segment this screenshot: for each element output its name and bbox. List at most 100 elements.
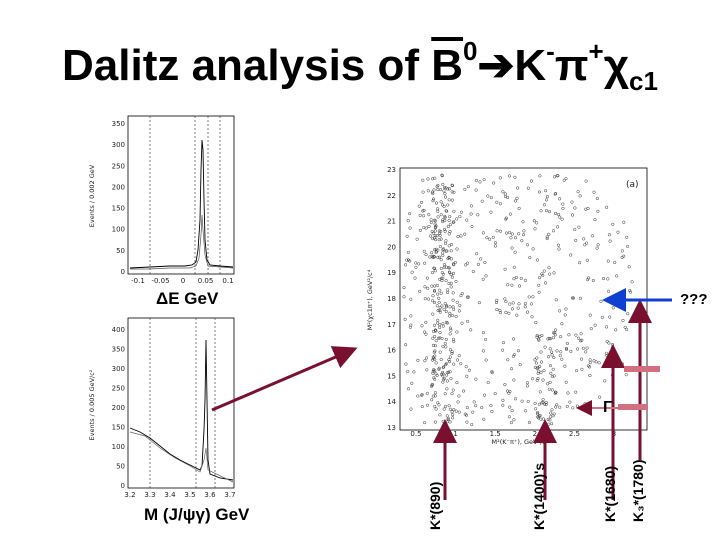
scatter-point <box>501 398 505 402</box>
scatter-point <box>628 288 632 293</box>
scatter-point <box>534 321 538 325</box>
scatter-point <box>526 399 530 404</box>
scatter-point <box>538 413 542 417</box>
scatter-point <box>431 371 435 375</box>
scatter-point <box>535 366 539 370</box>
y-tick-label: 150 <box>112 424 125 432</box>
scatter-point <box>441 182 445 186</box>
x-tick-label: 3.7 <box>224 491 235 499</box>
scatter-point <box>417 204 421 208</box>
scatter-point <box>431 336 435 340</box>
scatter-point <box>436 255 440 259</box>
scatter-point <box>452 408 456 412</box>
scatter-point <box>443 404 447 409</box>
scatter-point <box>516 349 521 353</box>
scatter-point <box>539 209 543 213</box>
scatter-point <box>443 219 447 223</box>
scatter-point <box>449 249 453 253</box>
scatter-point <box>445 321 449 325</box>
scatter-point <box>621 318 625 322</box>
scatter-point <box>408 226 412 230</box>
scatter-point <box>564 307 568 311</box>
scatter-point <box>432 255 436 259</box>
scatter-point <box>404 343 408 347</box>
scatter-point <box>433 328 438 332</box>
scatter-point <box>444 345 448 349</box>
scatter-point <box>622 220 626 224</box>
scatter-point <box>503 194 508 199</box>
scatter-point <box>508 389 512 393</box>
scatter-point <box>437 231 442 235</box>
scatter-point <box>423 261 427 265</box>
y-tick-label: 350 <box>112 346 125 354</box>
scatter-point <box>501 403 505 407</box>
scatter-point <box>551 336 555 340</box>
scatter-point <box>585 241 589 245</box>
unknown-label: ??? <box>680 291 708 308</box>
scatter-point <box>517 284 522 288</box>
scatter-point <box>449 273 453 277</box>
scatter-point <box>431 294 435 298</box>
scatter-point <box>493 392 497 396</box>
scatter-point <box>495 307 499 312</box>
scatter-point <box>465 218 469 222</box>
scatter-point <box>451 298 455 302</box>
scatter-point <box>560 217 564 221</box>
scatter-point <box>414 265 418 269</box>
scatter-point <box>439 266 443 270</box>
k890-label: K*(890) <box>427 481 443 530</box>
scatter-point <box>512 337 516 341</box>
scatter-point <box>484 358 488 362</box>
scatter-point <box>430 398 434 402</box>
scatter-point <box>552 355 556 360</box>
scatter-point <box>515 196 519 200</box>
scatter-point <box>608 239 612 243</box>
scatter-point <box>448 326 453 330</box>
scatter-point <box>442 185 447 190</box>
scatter-point <box>534 361 538 365</box>
scatter-point <box>596 243 600 247</box>
scatter-point <box>458 303 462 308</box>
scatter-point <box>460 321 464 325</box>
scatter-point <box>531 247 535 251</box>
scatter-point <box>476 213 480 217</box>
scatter-point <box>620 249 624 253</box>
scatter-point <box>466 319 470 323</box>
scatter-point <box>450 350 454 354</box>
scatter-point <box>588 313 592 317</box>
scatter-point <box>512 265 516 269</box>
scatter-point <box>425 368 429 372</box>
scatter-point <box>436 308 440 313</box>
scatter-point <box>445 373 449 377</box>
scatter-point <box>433 357 437 361</box>
scatter-point <box>626 244 630 248</box>
scatter-point <box>573 227 577 232</box>
scatter-point <box>463 232 467 236</box>
x-tick-label: 3.3 <box>144 491 155 499</box>
scatter-point <box>559 335 563 339</box>
scatter-point <box>444 305 448 309</box>
scatter-point <box>512 378 516 382</box>
scatter-point <box>553 331 557 335</box>
scatter-point <box>551 229 556 233</box>
scatter-point <box>548 364 553 368</box>
scatter-point <box>551 331 556 335</box>
scatter-point <box>438 233 442 237</box>
scatter-point <box>448 348 452 352</box>
scatter-point <box>514 275 518 280</box>
scatter-point <box>579 332 583 336</box>
scatter-point <box>439 357 443 362</box>
scatter-point <box>486 194 490 198</box>
scatter-point <box>446 288 450 292</box>
scatter-point <box>470 224 474 228</box>
scatter-point <box>537 414 541 418</box>
scatter-point <box>433 404 437 408</box>
scatter-point <box>454 314 458 318</box>
scatter-point <box>441 322 445 326</box>
scatter-point <box>585 346 589 350</box>
scatter-point <box>451 337 456 341</box>
scatter-point <box>409 297 413 301</box>
scatter-point <box>550 353 554 357</box>
scatter-point <box>459 362 463 366</box>
